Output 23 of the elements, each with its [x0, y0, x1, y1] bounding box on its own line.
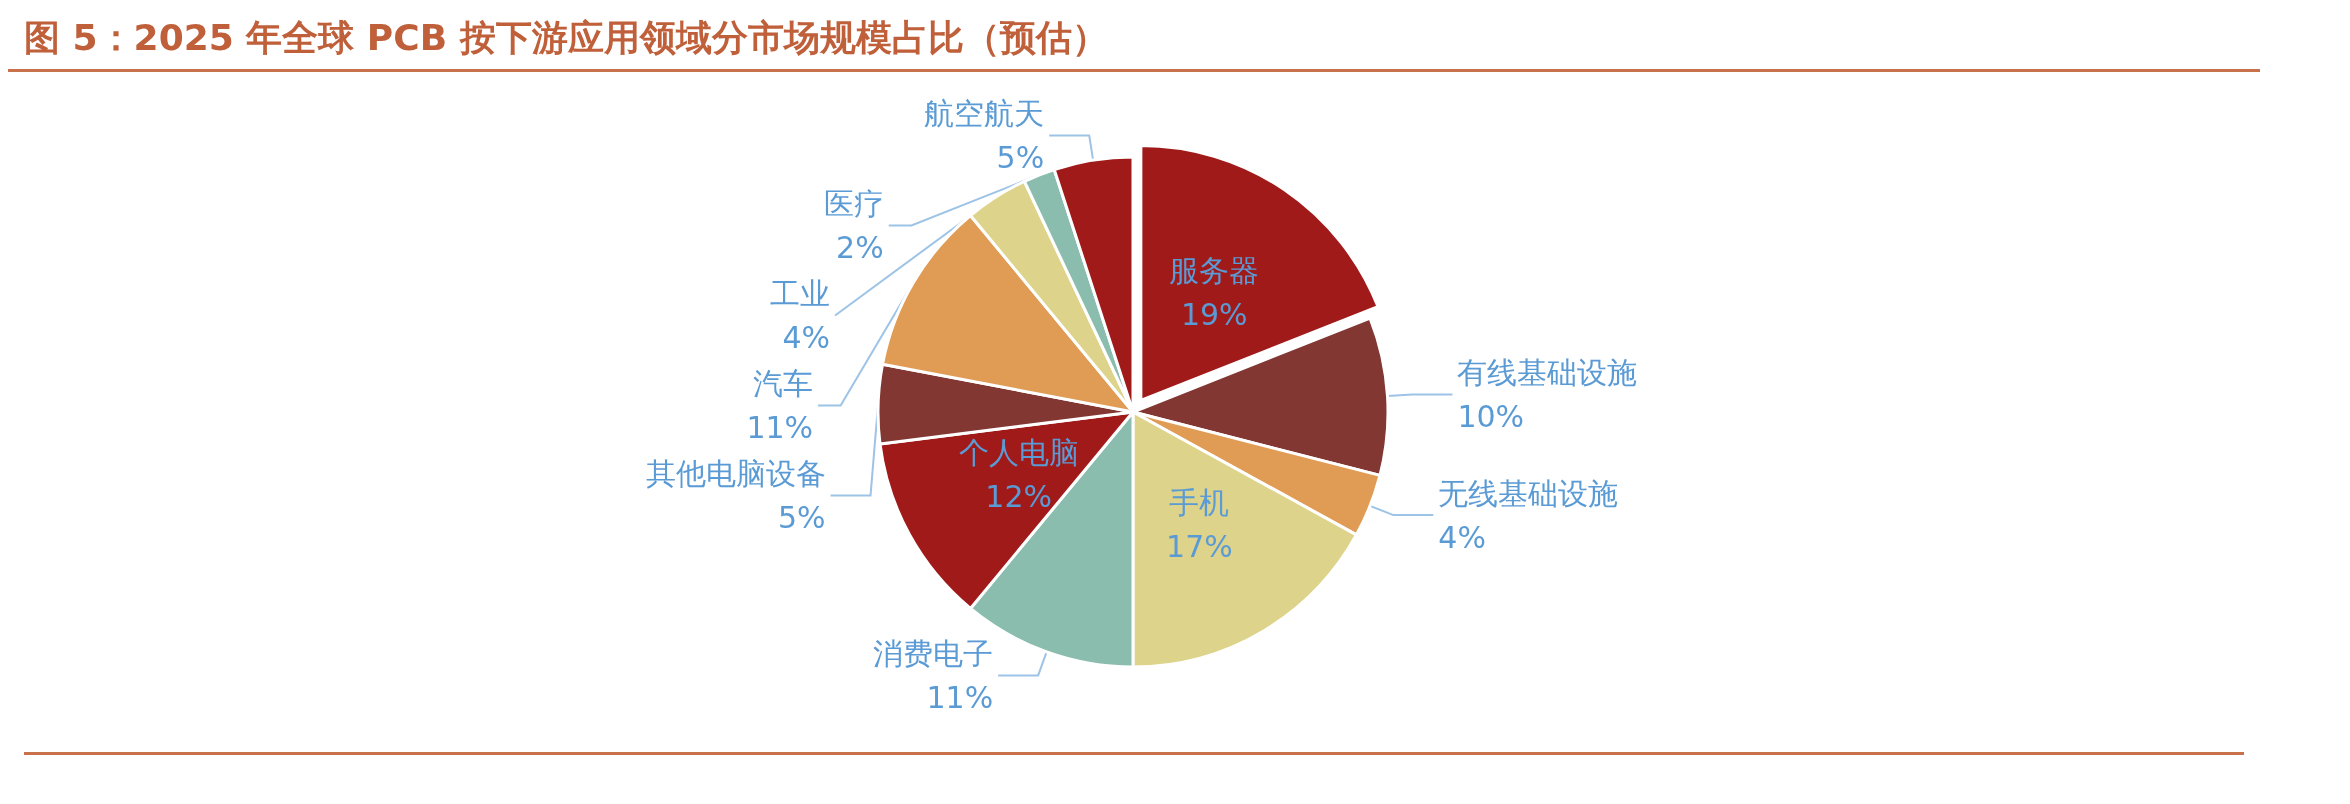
slice-label: 其他电脑设备	[645, 455, 826, 491]
slice-label: 消费电子	[873, 635, 994, 671]
data-label: 2%	[836, 229, 884, 265]
slice-label: 航空航天	[924, 95, 1045, 131]
data-label: 17%	[1166, 528, 1233, 564]
slice-label: 个人电脑	[958, 435, 1079, 471]
data-label: 5%	[777, 499, 826, 535]
data-label: 10%	[1457, 398, 1525, 434]
data-label: 11%	[746, 409, 814, 445]
data-label: 4%	[782, 319, 831, 355]
slice-label: 手机	[1169, 484, 1230, 520]
chart-title: 图 5：2025 年全球 PCB 按下游应用领域分市场规模占比（预估）	[8, 8, 2260, 72]
slice-label: 汽车	[753, 365, 814, 401]
slice-label: 工业	[770, 275, 831, 311]
slice-label: 无线基础设施	[1438, 475, 1619, 511]
data-label: 5%	[996, 139, 1045, 175]
slice-label: 服务器	[1169, 252, 1260, 288]
data-label: 4%	[1438, 519, 1486, 555]
slice-label: 有线基础设施	[1457, 354, 1638, 390]
data-label: 11%	[926, 679, 994, 715]
slice-label: 医疗	[823, 185, 884, 221]
data-label: 19%	[1180, 296, 1248, 332]
data-label: 12%	[985, 479, 1052, 515]
